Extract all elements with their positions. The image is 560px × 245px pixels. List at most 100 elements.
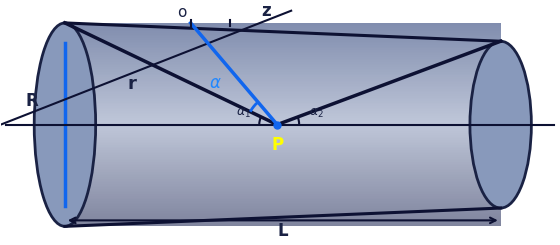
Polygon shape [65, 64, 501, 65]
Polygon shape [65, 169, 501, 171]
Polygon shape [65, 216, 501, 218]
Polygon shape [65, 81, 501, 82]
Polygon shape [65, 108, 501, 109]
Ellipse shape [34, 23, 96, 226]
Polygon shape [65, 94, 501, 96]
Polygon shape [65, 153, 501, 155]
Polygon shape [65, 98, 501, 99]
Polygon shape [65, 128, 501, 130]
Polygon shape [65, 52, 501, 53]
Polygon shape [65, 69, 501, 70]
Polygon shape [65, 221, 501, 223]
Polygon shape [65, 167, 501, 169]
Polygon shape [65, 43, 501, 45]
Polygon shape [65, 194, 501, 196]
Polygon shape [65, 120, 501, 121]
Polygon shape [65, 218, 501, 220]
Polygon shape [65, 136, 501, 138]
Polygon shape [65, 196, 501, 197]
Polygon shape [65, 87, 501, 89]
Polygon shape [65, 189, 501, 191]
Polygon shape [65, 123, 501, 125]
Polygon shape [65, 171, 501, 172]
Polygon shape [65, 60, 501, 62]
Polygon shape [65, 208, 501, 209]
Polygon shape [65, 225, 501, 226]
Polygon shape [65, 40, 501, 42]
Polygon shape [65, 103, 501, 104]
Text: z: z [261, 2, 271, 20]
Polygon shape [65, 114, 501, 116]
Polygon shape [65, 74, 501, 75]
Text: o: o [178, 5, 187, 20]
Text: $\alpha_2$: $\alpha_2$ [309, 107, 324, 121]
Text: R: R [25, 92, 38, 110]
Polygon shape [65, 118, 501, 120]
Polygon shape [65, 159, 501, 160]
Polygon shape [65, 109, 501, 111]
Polygon shape [65, 42, 501, 43]
Polygon shape [65, 211, 501, 213]
Polygon shape [65, 140, 501, 142]
Polygon shape [65, 145, 501, 147]
Polygon shape [65, 99, 501, 101]
Polygon shape [65, 199, 501, 201]
Polygon shape [65, 31, 501, 33]
Polygon shape [65, 181, 501, 182]
Polygon shape [65, 50, 501, 52]
Polygon shape [65, 70, 501, 72]
Polygon shape [65, 65, 501, 67]
Polygon shape [65, 135, 501, 136]
Polygon shape [65, 92, 501, 94]
Polygon shape [65, 35, 501, 37]
Polygon shape [65, 106, 501, 108]
Polygon shape [65, 203, 501, 204]
Polygon shape [65, 82, 501, 84]
Polygon shape [65, 111, 501, 113]
Polygon shape [65, 209, 501, 211]
Polygon shape [65, 162, 501, 164]
Polygon shape [65, 179, 501, 181]
Polygon shape [65, 37, 501, 38]
Polygon shape [65, 33, 501, 35]
Text: P: P [271, 136, 283, 154]
Polygon shape [65, 25, 501, 26]
Polygon shape [65, 193, 501, 194]
Polygon shape [65, 191, 501, 193]
Polygon shape [65, 177, 501, 179]
Polygon shape [65, 75, 501, 77]
Polygon shape [65, 152, 501, 153]
Text: L: L [278, 222, 288, 240]
Polygon shape [65, 113, 501, 114]
Polygon shape [65, 220, 501, 221]
Polygon shape [65, 197, 501, 199]
Polygon shape [65, 187, 501, 189]
Polygon shape [65, 57, 501, 59]
Polygon shape [65, 38, 501, 40]
Polygon shape [65, 172, 501, 174]
Polygon shape [65, 206, 501, 208]
Polygon shape [65, 174, 501, 175]
Polygon shape [65, 138, 501, 140]
Polygon shape [65, 150, 501, 152]
Polygon shape [65, 126, 501, 128]
Polygon shape [65, 164, 501, 165]
Polygon shape [65, 72, 501, 74]
Polygon shape [65, 28, 501, 30]
Polygon shape [65, 116, 501, 118]
Polygon shape [65, 165, 501, 167]
Polygon shape [65, 223, 501, 225]
Polygon shape [65, 184, 501, 186]
Polygon shape [65, 62, 501, 64]
Polygon shape [65, 213, 501, 214]
Polygon shape [65, 104, 501, 106]
Polygon shape [65, 96, 501, 98]
Polygon shape [65, 53, 501, 55]
Polygon shape [65, 175, 501, 177]
Polygon shape [65, 47, 501, 48]
Polygon shape [65, 155, 501, 157]
Polygon shape [65, 133, 501, 135]
Polygon shape [65, 214, 501, 216]
Polygon shape [65, 59, 501, 60]
Polygon shape [65, 157, 501, 159]
